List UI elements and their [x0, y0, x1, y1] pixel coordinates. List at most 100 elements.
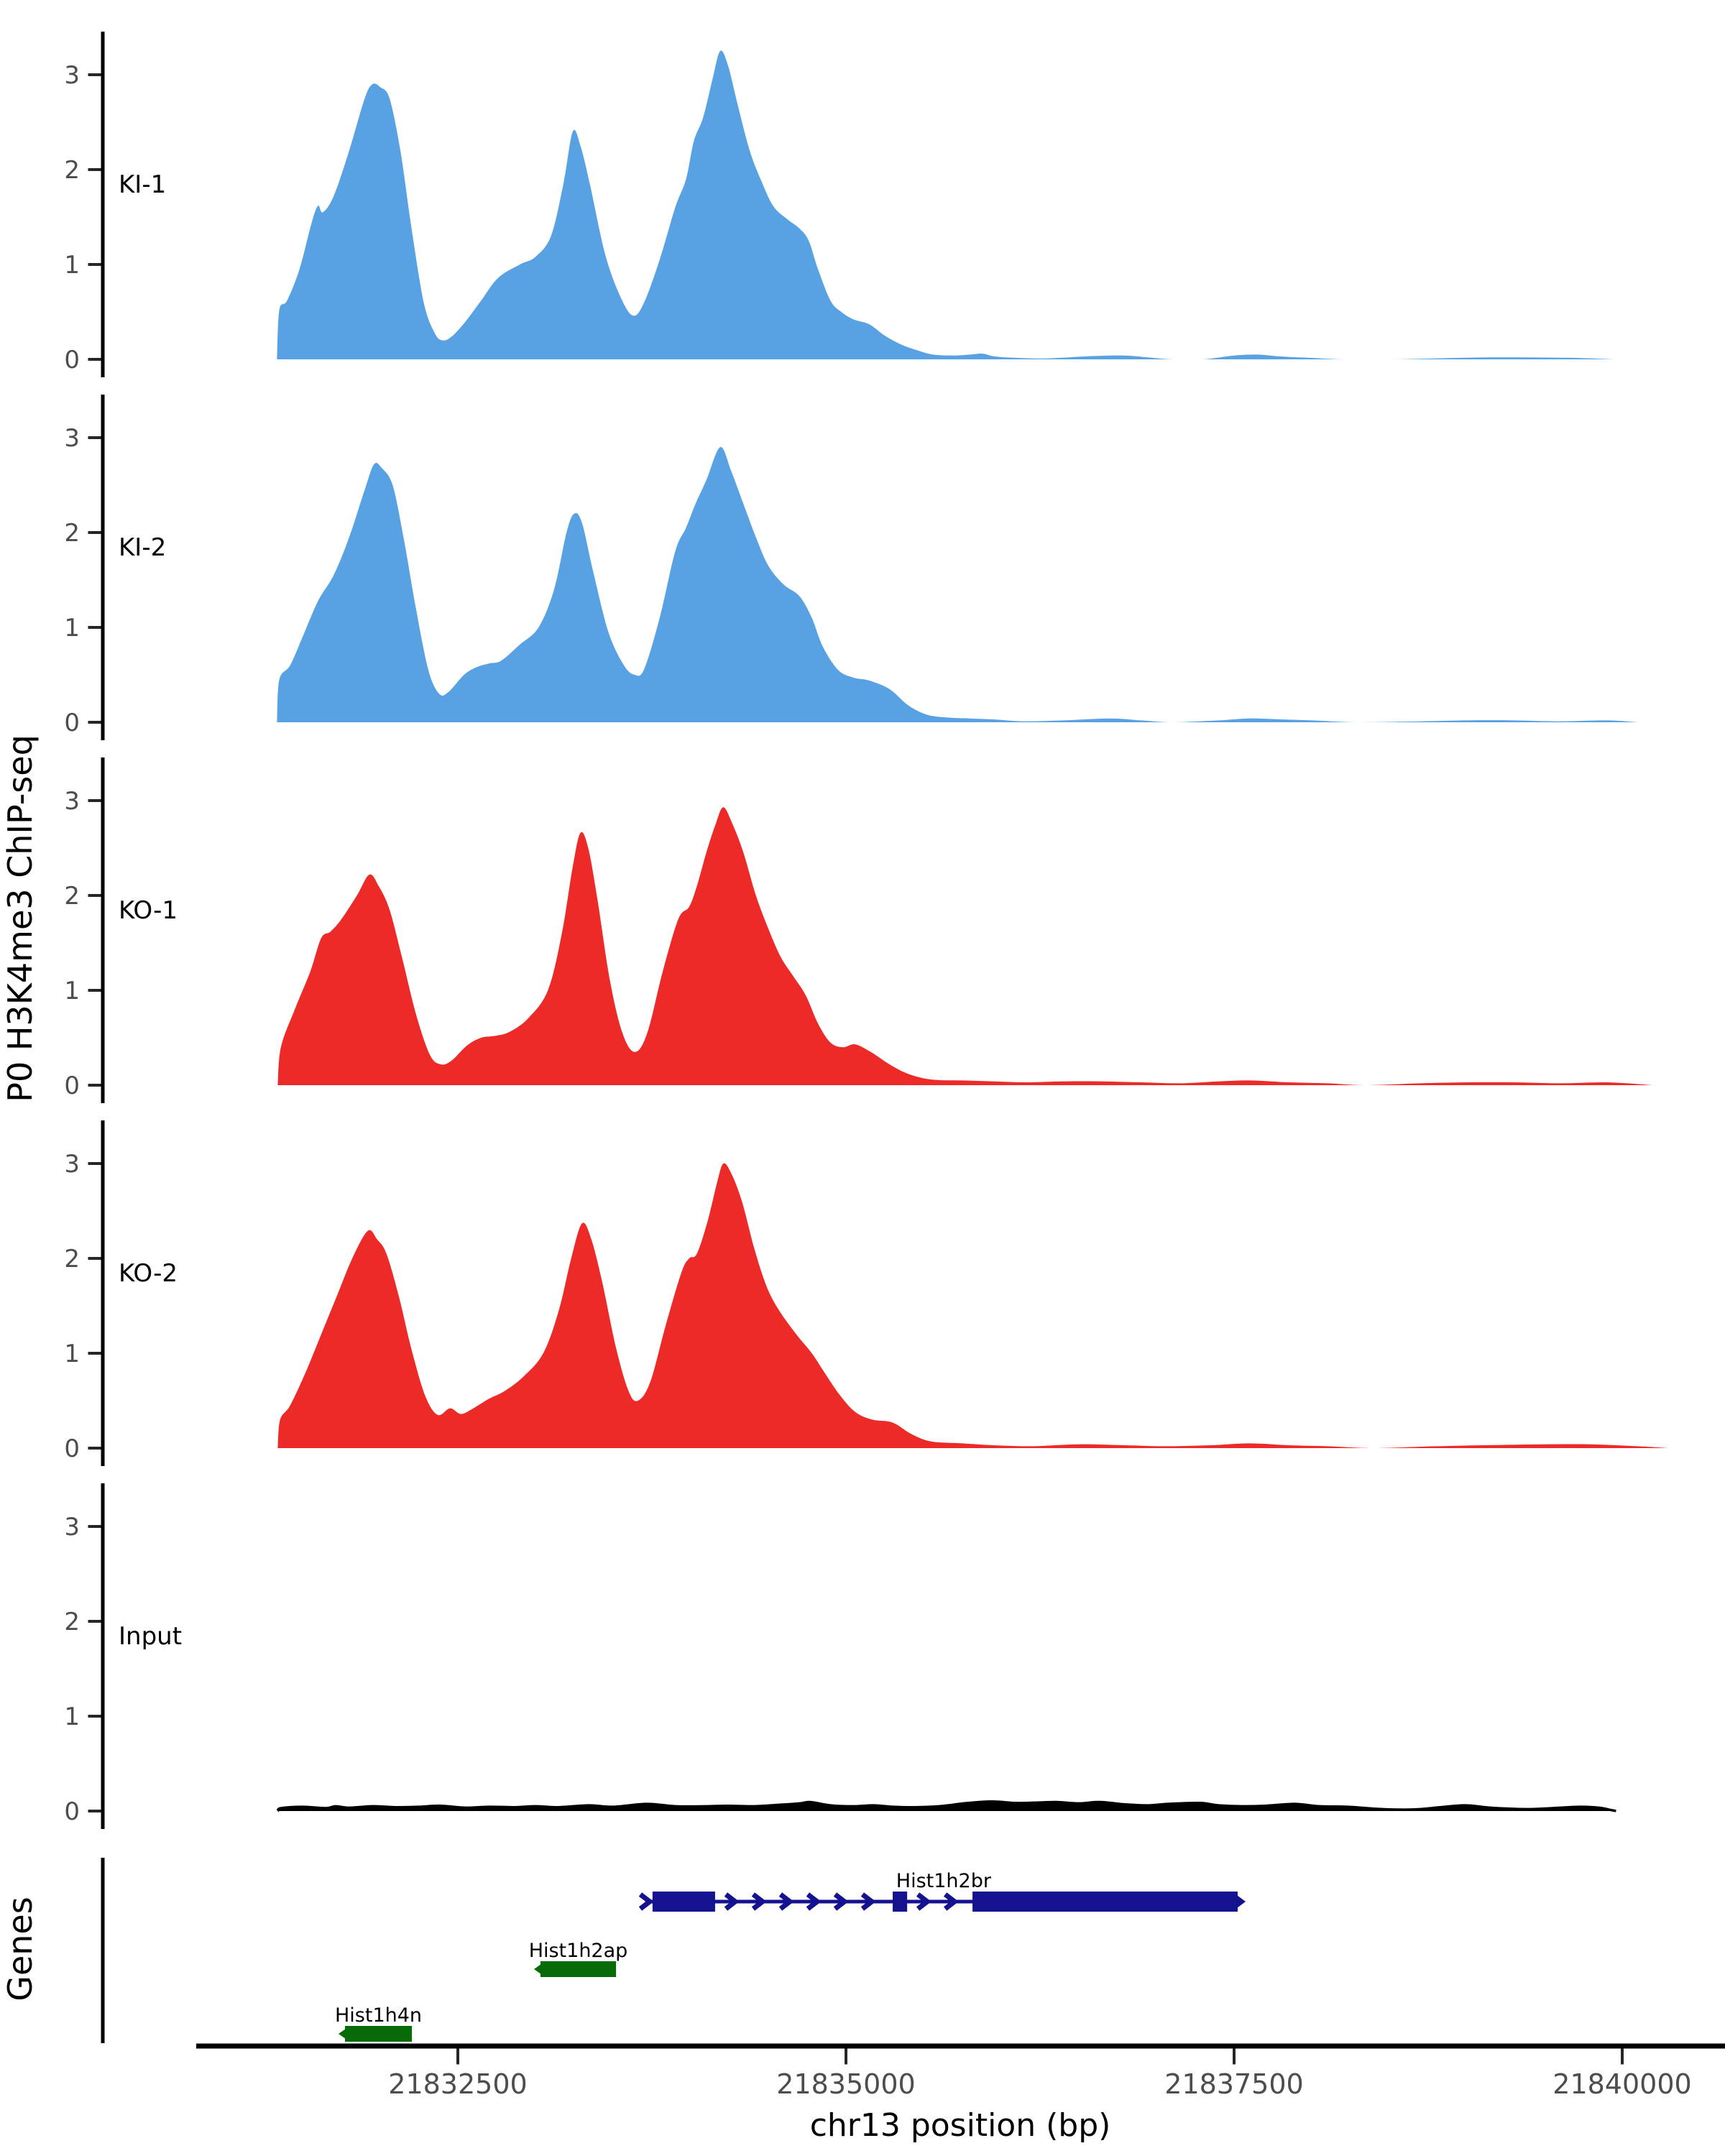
y-axis-spine: [101, 1483, 105, 1829]
strand-chevron-icon: [638, 1892, 654, 1911]
exon-box: [540, 1961, 617, 1977]
y-tick-mark: [88, 1084, 101, 1087]
y-tick-label: 1: [64, 977, 80, 1005]
y-tick-label: 1: [64, 1340, 80, 1368]
exon-box: [344, 2026, 413, 2042]
y-tick-label: 2: [64, 156, 80, 185]
track-label: KI-1: [119, 170, 166, 199]
strand-chevron-icon: [778, 1892, 794, 1911]
genes-axis-title: Genes: [1, 1897, 40, 2001]
x-tick-label: 21840000: [1552, 2068, 1691, 2100]
y-tick-mark: [88, 1715, 101, 1718]
y-tick-mark: [88, 989, 101, 992]
gene-label: Hist1h4n: [335, 2004, 422, 2027]
strand-chevron-icon: [724, 1892, 740, 1911]
y-tick-label: 3: [64, 1513, 80, 1542]
y-tick-mark: [88, 168, 101, 171]
gene-axis-spine: [101, 1858, 105, 2043]
track-label: Input: [119, 1622, 182, 1651]
y-tick-label: 0: [64, 346, 80, 374]
y-tick-mark: [88, 1447, 101, 1450]
track-label: KO-2: [119, 1259, 178, 1288]
y-tick-mark: [88, 263, 101, 266]
exon-box: [893, 1892, 908, 1912]
y-axis-spine: [101, 395, 105, 740]
track-label: KI-2: [119, 533, 166, 562]
y-tick-label: 3: [64, 424, 80, 453]
x-axis-line: [196, 2043, 1725, 2049]
y-tick-mark: [88, 1810, 101, 1812]
y-tick-label: 2: [64, 1608, 80, 1636]
y-tick-mark: [88, 721, 101, 724]
gene-track: Hist1h4n Hist1h2ap Hist1h2br: [101, 1858, 1246, 2043]
y-axis-spine: [101, 32, 105, 377]
strand-chevron-icon: [751, 1892, 767, 1911]
signal-area-KO-2: [277, 1163, 1669, 1448]
x-tick-mark: [456, 2048, 459, 2065]
y-tick-label: 1: [64, 1703, 80, 1731]
y-tick-mark: [88, 73, 101, 76]
track-KO-2: 0 1 2 3 KO-2: [64, 1120, 1669, 1466]
y-tick-mark: [88, 894, 101, 897]
y-tick-mark: [88, 1257, 101, 1260]
reverse-strand-arrow-icon: [338, 2029, 346, 2039]
y-tick-label: 0: [64, 1434, 80, 1463]
reverse-strand-arrow-icon: [533, 1964, 541, 1974]
track-KI-2: 0 1 2 3 KI-2: [64, 395, 1638, 740]
gene-Hist1h4n: Hist1h4n: [335, 2004, 422, 2042]
y-tick-mark: [88, 531, 101, 534]
y-tick-label: 2: [64, 1245, 80, 1273]
x-axis: 21832500 21835000 21837500 21840000: [196, 2043, 1725, 2100]
y-tick-label: 2: [64, 519, 80, 548]
strand-chevron-icon: [833, 1892, 849, 1911]
y-tick-label: 0: [64, 1072, 80, 1100]
x-tick-mark: [1233, 2048, 1236, 2065]
signal-area-KO-1: [277, 807, 1654, 1085]
generated-plot-content: 0 1 2 3 KI-1 0 1 2 3 KI-2 0 1 2 3 KO-1 0 1 2 3 KO-2 0 1 2 3 Inpu…: [64, 32, 1725, 2100]
x-axis-title: chr13 position (bp): [810, 2107, 1111, 2144]
y-tick-label: 3: [64, 1150, 80, 1179]
exon-box: [652, 1892, 715, 1912]
y-tick-mark: [88, 799, 101, 802]
y-axis-spine: [101, 757, 105, 1103]
y-tick-label: 0: [64, 709, 80, 737]
signal-line-Input: [276, 1800, 1616, 1812]
gene-label: Hist1h2ap: [529, 1940, 628, 1962]
y-tick-label: 2: [64, 882, 80, 911]
strand-chevron-icon: [943, 1892, 959, 1911]
x-tick-mark: [845, 2048, 847, 2065]
gene-Hist1h2ap: Hist1h2ap: [529, 1940, 628, 1977]
y-tick-mark: [88, 1620, 101, 1623]
y-tick-mark: [88, 1352, 101, 1355]
y-tick-mark: [88, 1162, 101, 1165]
track-Input: 0 1 2 3 Input: [64, 1483, 1616, 1829]
y-axis-title: P0 H3K4me3 ChIP-seq: [1, 734, 40, 1102]
exon-box: [972, 1892, 1238, 1912]
y-tick-mark: [88, 358, 101, 361]
y-tick-mark: [88, 626, 101, 629]
intron-line: [645, 1899, 1242, 1904]
track-KO-1: 0 1 2 3 KO-1: [64, 757, 1654, 1103]
y-tick-label: 0: [64, 1797, 80, 1826]
y-tick-label: 1: [64, 251, 80, 280]
y-tick-mark: [88, 436, 101, 439]
x-tick-label: 21832500: [388, 2068, 527, 2100]
track-label: KO-1: [119, 896, 178, 925]
x-tick-mark: [1621, 2048, 1624, 2065]
strand-chevron-icon: [860, 1892, 876, 1911]
y-tick-label: 1: [64, 614, 80, 642]
y-tick-label: 3: [64, 61, 80, 90]
y-tick-label: 3: [64, 787, 80, 816]
x-tick-label: 21837500: [1164, 2068, 1303, 2100]
gene-Hist1h2br: Hist1h2br: [638, 1870, 1246, 1912]
strand-chevron-icon: [916, 1892, 932, 1911]
track-KI-1: 0 1 2 3 KI-1: [64, 32, 1615, 377]
signal-area-KI-1: [277, 50, 1615, 360]
end-arrow-icon: [1236, 1895, 1246, 1908]
signal-area-KI-2: [277, 447, 1638, 722]
strand-chevron-icon: [806, 1892, 822, 1911]
y-tick-mark: [88, 1525, 101, 1528]
y-axis-spine: [101, 1120, 105, 1466]
